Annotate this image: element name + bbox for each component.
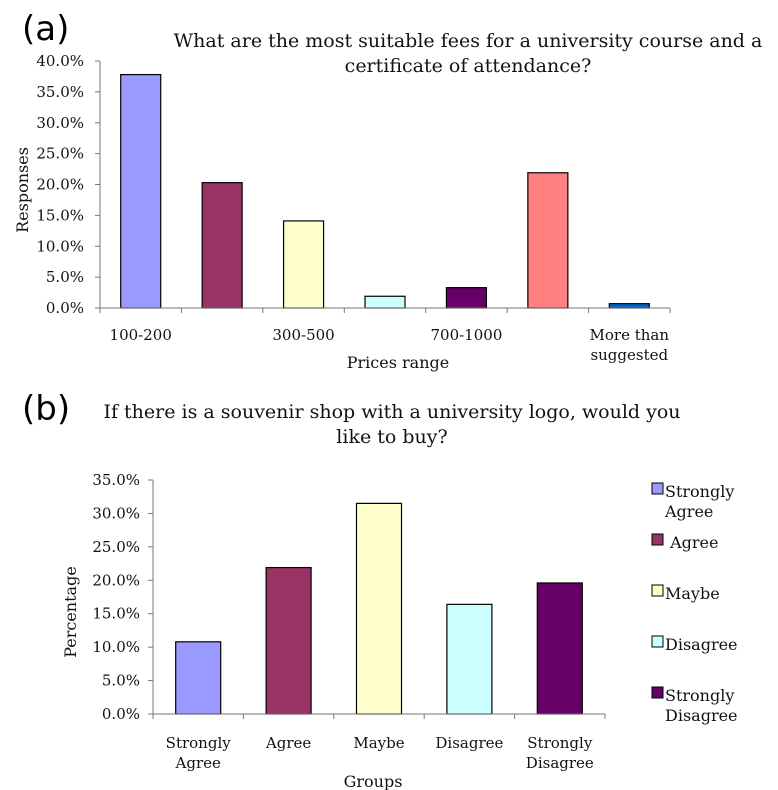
chart-a-x-tick-label: 700-1000 xyxy=(430,326,502,344)
chart-a-x-ticks: 100-200 300-500 700-1000 More than suggested xyxy=(99,308,671,364)
chart-a-y-tick-label: 40.0% xyxy=(36,52,84,70)
chart-a-x-tick-label: 300-500 xyxy=(272,326,334,344)
chart-b: 0.0% 5.0% 10.0% 15.0% 20.0% 25.0% 30.0% 35.0% S… xyxy=(92,471,606,772)
chart-a-bar xyxy=(201,182,243,309)
chart-b-legend-swatch xyxy=(651,635,664,648)
chart-a-y-ticks: 0.0% 5.0% 10.0% 15.0% 20.0% 25.0% 30.0% 35.0% 40… xyxy=(36,52,100,317)
chart-b-legend-swatch xyxy=(651,584,664,597)
chart-a-bar xyxy=(282,220,325,309)
chart-b-legend-label: Disagree xyxy=(665,635,738,654)
chart-b-bars xyxy=(175,502,583,715)
chart-b-y-tick-label: 5.0% xyxy=(102,672,140,690)
chart-a-y-tick-label: 35.0% xyxy=(36,83,84,101)
chart-a-y-axis-label: Responses xyxy=(13,147,32,233)
chart-b-bar xyxy=(446,603,493,715)
chart-a-bar xyxy=(445,287,488,309)
chart-a-x-axis-label: Prices range xyxy=(347,353,449,372)
chart-a-bar xyxy=(364,295,406,309)
chart-b-title-line-2: like to buy? xyxy=(336,426,447,448)
chart-b-legend-swatch xyxy=(651,533,664,546)
chart-a-x-tick-label: More than xyxy=(590,326,670,344)
chart-b-x-axis-label: Groups xyxy=(344,772,403,790)
chart-b-y-tick-label: 25.0% xyxy=(92,538,140,556)
chart-a-x-tick-label: 100-200 xyxy=(110,326,172,344)
chart-b-bar xyxy=(265,566,312,715)
chart-b-x-ticks: Strongly Agree Agree Maybe Disagree Strongly D… xyxy=(152,714,606,772)
chart-a-y-tick-label: 15.0% xyxy=(36,206,84,224)
chart-b-title-line-1: If there is a souvenir shop with a unive… xyxy=(103,401,680,423)
chart-b-y-tick-label: 0.0% xyxy=(102,705,140,723)
chart-a-y-tick-label: 5.0% xyxy=(46,268,84,286)
chart-b-bar xyxy=(355,502,403,715)
chart-b-legend-swatch xyxy=(651,482,664,495)
chart-a-title-line-2: certificate of attendance? xyxy=(345,55,592,77)
chart-b-y-tick-label: 20.0% xyxy=(92,571,140,589)
chart-b-bar xyxy=(536,582,583,715)
chart-b-bar xyxy=(175,641,222,715)
chart-b-x-tick-label: Agree xyxy=(175,754,221,772)
chart-b-y-tick-label: 30.0% xyxy=(92,504,140,522)
chart-b-y-tick-label: 15.0% xyxy=(92,605,140,623)
chart-b-x-tick-label: Maybe xyxy=(353,734,404,752)
chart-a-y-tick-label: 25.0% xyxy=(36,145,84,163)
chart-b-y-tick-label: 35.0% xyxy=(92,471,140,489)
chart-a-bar xyxy=(608,303,650,309)
chart-a-y-tick-label: 20.0% xyxy=(36,176,84,194)
chart-a-y-tick-label: 10.0% xyxy=(36,237,84,255)
chart-a: 0.0% 5.0% 10.0% 15.0% 20.0% 25.0% 30.0% 35.0% 40… xyxy=(36,52,671,364)
chart-b-x-tick-label: Disagree xyxy=(435,734,503,752)
chart-b-y-ticks: 0.0% 5.0% 10.0% 15.0% 20.0% 25.0% 30.0% 35.0% xyxy=(92,471,153,723)
chart-b-legend-label: Agree xyxy=(665,533,718,552)
chart-a-y-tick-label: 30.0% xyxy=(36,114,84,132)
chart-b-legend-label: Agree xyxy=(664,502,713,521)
panel-a-label: (a) xyxy=(22,9,69,49)
chart-b-legend-label: Strongly xyxy=(665,482,734,501)
chart-a-title-line-1: What are the most suitable fees for a un… xyxy=(174,30,763,52)
chart-b-y-tick-label: 10.0% xyxy=(92,638,140,656)
chart-a-x-tick-label: suggested xyxy=(590,346,668,364)
chart-b-y-axis-label: Percentage xyxy=(61,566,80,658)
chart-b-x-tick-label: Strongly xyxy=(527,734,593,752)
chart-a-y-tick-label: 0.0% xyxy=(46,299,84,317)
chart-b-legend-label: Disagree xyxy=(665,706,738,725)
chart-b-legend-label: Strongly xyxy=(665,686,734,705)
chart-a-bar xyxy=(120,73,162,309)
chart-a-bar xyxy=(527,172,569,309)
chart-b-x-tick-label: Agree xyxy=(265,734,311,752)
chart-a-bars xyxy=(120,73,650,309)
chart-b-x-tick-label: Strongly xyxy=(166,734,232,752)
chart-b-x-tick-label: Disagree xyxy=(526,754,594,772)
chart-b-legend-label: Maybe xyxy=(665,584,720,603)
chart-b-legend-swatch xyxy=(651,686,664,699)
panel-b-label: (b) xyxy=(22,389,70,429)
